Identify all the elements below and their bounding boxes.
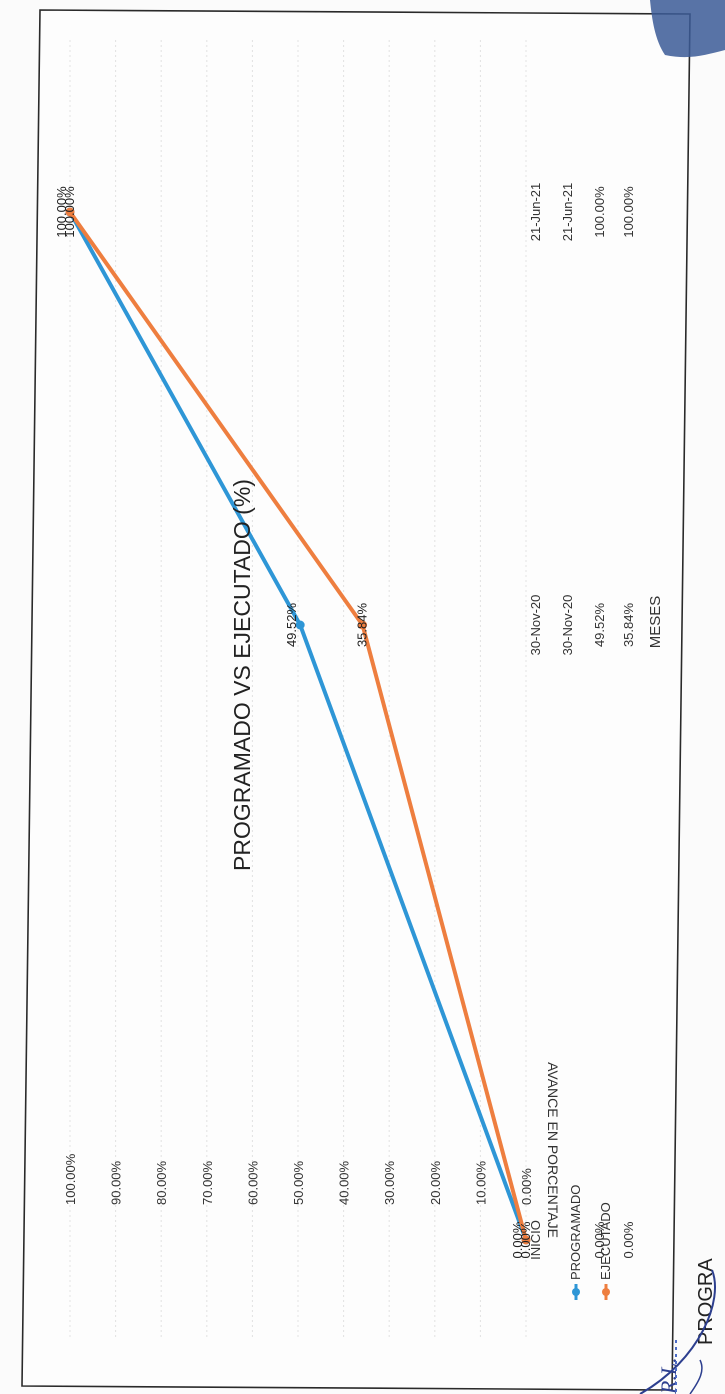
x-axis-title: MESES [647,596,664,649]
table-cell: 0.00% [592,1221,607,1258]
x-axis: INICIO 30-Nov-20 21-Jun-21 30-Nov-20 21-Jun-… [528,183,636,1260]
y-axis: 0.00% 10.00% 20.00% 30.00% 40.00% 50.00% 60.00… [63,1153,534,1205]
table-cell: 100.00% [592,186,607,238]
bottom-heading-fragment: PROGRA [695,1258,717,1345]
table-header-cell: 21-Jun-21 [560,183,575,242]
chart-frame [21,9,691,1391]
legend-swatch-marker [572,1288,580,1296]
data-point [358,620,368,630]
y-tick-label: 40.00% [337,1160,352,1205]
y-tick-label: 90.00% [109,1160,124,1205]
table-header-cell: 30-Nov-20 [560,595,575,656]
series-group: 0.00% 49.52% 100.00% 0.00% 35.84% 100.00% [54,186,533,1259]
table-cell: 0.00% [621,1221,636,1258]
y-tick-label: 30.00% [382,1160,397,1205]
table-cell: 35.84% [621,603,636,648]
table-cell: 49.52% [592,603,607,648]
x-tick-label: 30-Nov-20 [528,595,543,656]
y-tick-label: 60.00% [245,1160,260,1205]
x-tick-label: 21-Jun-21 [528,183,543,242]
table-cell: 100.00% [621,186,636,238]
gridlines [69,40,527,1340]
y-axis-title: AVANCE EN PORCENTAJE [545,1062,561,1238]
seal-stamp-corner [650,0,725,58]
data-point [521,1235,531,1245]
legend-label: PROGRAMADO [568,1185,583,1280]
data-label: 100.00% [62,186,77,238]
y-tick-label: 0.00% [519,1168,534,1205]
x-tick-label: INICIO [528,1220,543,1260]
data-label: 0.00% [510,1221,525,1258]
y-tick-label: 80.00% [154,1160,169,1205]
y-tick-label: 50.00% [291,1160,306,1205]
data-label: 35.84% [355,603,370,648]
chart-title: PROGRAMADO VS EJECUTADO (%) [229,479,255,871]
stamp-text: R.L. [656,1357,681,1394]
data-point [65,207,75,217]
y-tick-label: 70.00% [200,1160,215,1205]
legend-label: EJECUTADO [598,1202,613,1280]
data-label: 0.00% [518,1221,533,1258]
legend: PROGRAMADO EJECUTADO [568,1185,613,1300]
y-tick-label: 100.00% [63,1153,78,1205]
data-label: 100.00% [54,186,69,238]
y-tick-label: 20.00% [428,1160,443,1205]
y-tick-label: 10.00% [473,1160,488,1205]
data-label: 49.52% [284,603,299,648]
data-point [295,620,305,630]
legend-swatch-marker [602,1288,610,1296]
